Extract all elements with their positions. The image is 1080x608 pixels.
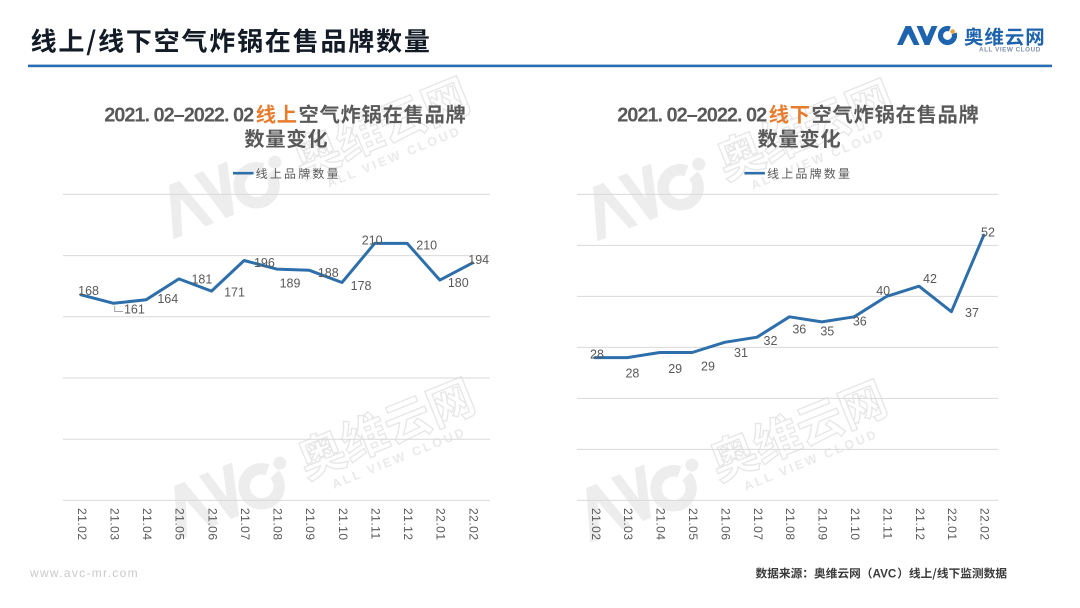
svg-text:35: 35 <box>820 325 834 339</box>
svg-text:21.05: 21.05 <box>173 508 187 541</box>
svg-text:180: 180 <box>448 276 469 290</box>
svg-text:ALL VIEW CLOUD: ALL VIEW CLOUD <box>979 47 1041 54</box>
svg-text:21.09: 21.09 <box>303 508 317 541</box>
svg-text:21.03: 21.03 <box>621 508 635 541</box>
svg-text:22.02: 22.02 <box>466 508 480 541</box>
svg-text:22.01: 22.01 <box>945 508 959 541</box>
svg-text:AVC: AVC <box>873 568 897 581</box>
svg-text:21.12: 21.12 <box>913 508 927 541</box>
svg-text:181: 181 <box>191 273 212 287</box>
svg-text:36: 36 <box>853 314 867 328</box>
svg-text:21.07: 21.07 <box>238 508 252 541</box>
svg-text:21.04: 21.04 <box>654 508 668 541</box>
svg-text:21.06: 21.06 <box>718 508 732 541</box>
svg-text:164: 164 <box>157 292 178 306</box>
svg-text:189: 189 <box>280 276 301 290</box>
svg-text:28: 28 <box>590 348 604 362</box>
svg-text:21.09: 21.09 <box>816 508 830 541</box>
svg-text:36: 36 <box>792 323 806 337</box>
svg-text:210: 210 <box>362 234 383 248</box>
svg-text:21.10: 21.10 <box>336 508 350 541</box>
svg-text:21.04: 21.04 <box>140 508 154 541</box>
svg-text:31: 31 <box>734 346 748 360</box>
svg-text:52: 52 <box>981 226 995 240</box>
svg-text:29: 29 <box>701 360 715 374</box>
svg-text:40: 40 <box>876 284 890 298</box>
svg-text:21.07: 21.07 <box>751 508 765 541</box>
svg-text:21.05: 21.05 <box>686 508 700 541</box>
svg-text:21.02: 21.02 <box>75 508 89 541</box>
svg-text:178: 178 <box>351 279 372 293</box>
svg-text:www.avc-mr.com: www.avc-mr.com <box>29 566 139 580</box>
svg-text:161: 161 <box>124 303 145 317</box>
svg-text:194: 194 <box>468 253 489 267</box>
svg-text:2021. 02–2022. 02: 2021. 02–2022. 02 <box>104 104 254 126</box>
svg-text:168: 168 <box>78 284 99 298</box>
svg-text:2021. 02–2022. 02: 2021. 02–2022. 02 <box>617 104 767 126</box>
svg-text:29: 29 <box>668 362 682 376</box>
svg-text:188: 188 <box>318 266 339 280</box>
svg-text:32: 32 <box>764 334 778 348</box>
svg-text:21.08: 21.08 <box>271 508 285 541</box>
svg-text:21.03: 21.03 <box>107 508 121 541</box>
svg-text:28: 28 <box>625 367 639 381</box>
svg-text:21.11: 21.11 <box>880 508 894 540</box>
svg-text:196: 196 <box>254 256 275 270</box>
svg-text:22.02: 22.02 <box>978 508 992 541</box>
svg-text:21.06: 21.06 <box>205 508 219 541</box>
svg-text:21.10: 21.10 <box>848 508 862 541</box>
svg-text:42: 42 <box>923 272 937 286</box>
svg-text:21.11: 21.11 <box>368 508 382 540</box>
svg-text:171: 171 <box>224 286 245 300</box>
svg-text:210: 210 <box>416 238 437 252</box>
svg-text:21.02: 21.02 <box>589 508 603 541</box>
svg-text:21.12: 21.12 <box>401 508 415 541</box>
svg-text:37: 37 <box>965 306 979 320</box>
svg-text:22.01: 22.01 <box>434 508 448 541</box>
svg-text:21.08: 21.08 <box>783 508 797 541</box>
